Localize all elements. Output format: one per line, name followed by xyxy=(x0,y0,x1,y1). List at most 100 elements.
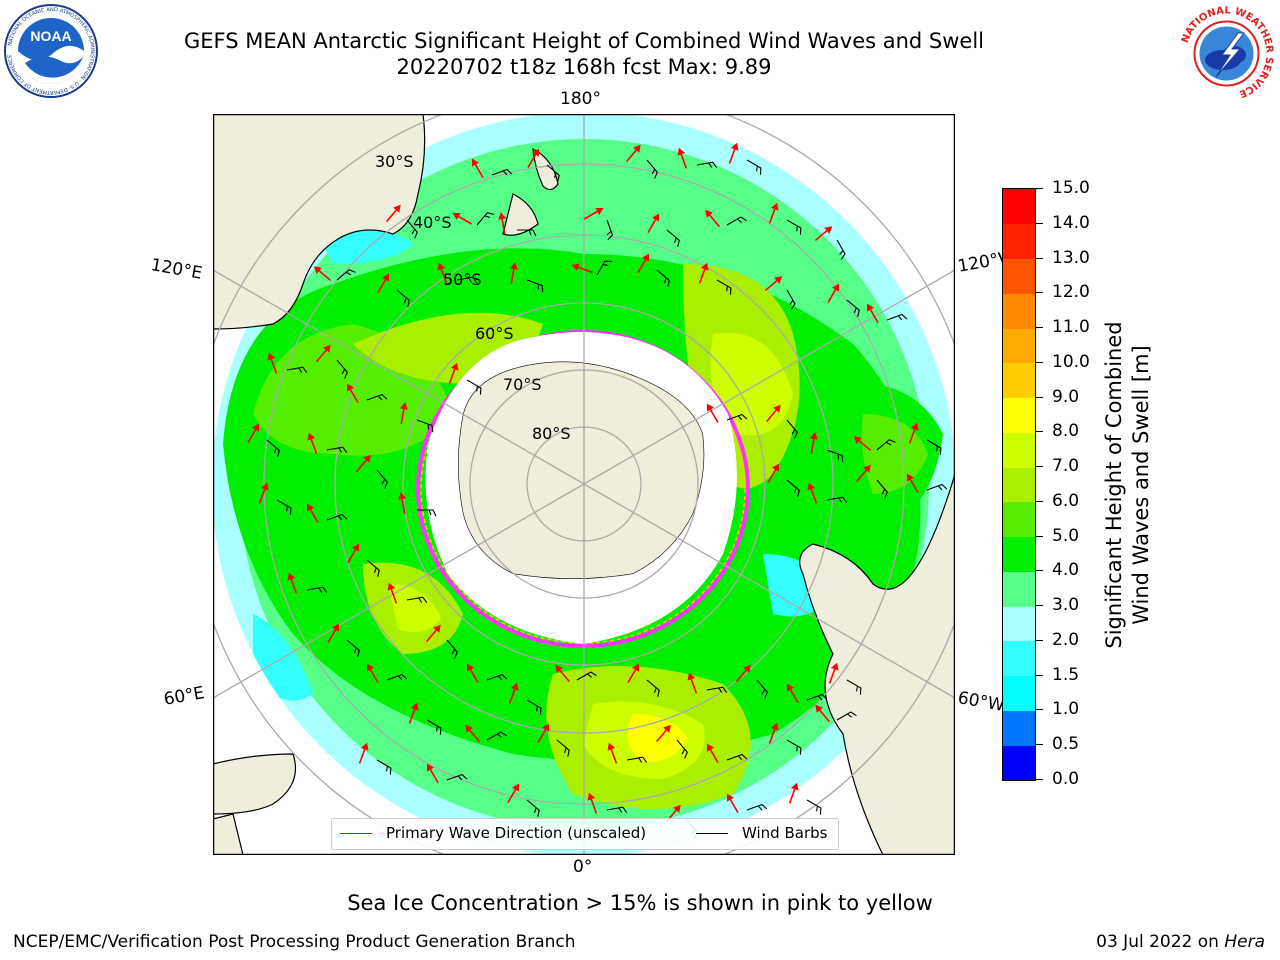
wind-barb-icon xyxy=(526,699,542,715)
wave-arrow-icon xyxy=(465,724,481,743)
africa-tip xyxy=(213,753,297,815)
colorbar-segment xyxy=(1003,258,1035,294)
wave-arrow-icon xyxy=(347,543,359,564)
colorbar-tick xyxy=(1035,674,1043,676)
colorbar-tick xyxy=(1035,396,1043,398)
colorbar-tick xyxy=(1035,361,1043,363)
wind-barb-icon xyxy=(786,289,796,310)
colorbar-tick-label: 12.0 xyxy=(1052,282,1090,303)
australia-landmass xyxy=(213,114,426,330)
wind-barb-icon xyxy=(376,759,392,775)
wave-direction-arrows xyxy=(247,142,948,839)
colorbar-tick xyxy=(1035,535,1043,537)
colorbar-segment xyxy=(1003,467,1035,503)
wind-barb-icon xyxy=(491,168,513,176)
wave-arrow-icon xyxy=(398,492,407,514)
colorbar-tick xyxy=(1035,222,1043,224)
wind-barb-icon xyxy=(786,419,798,439)
wave-arrow-icon xyxy=(853,436,872,452)
wave-arrow-icon xyxy=(467,663,479,684)
wind-barb-icon xyxy=(656,269,670,287)
wave-arrow-icon xyxy=(908,422,919,444)
wave-arrow-icon xyxy=(587,792,598,814)
wave-arrow-icon xyxy=(315,344,331,363)
wind-barb-icon xyxy=(456,276,478,283)
colorbar-segment xyxy=(1003,571,1035,607)
wave-arrow-icon xyxy=(698,262,709,284)
wind-barb-icon xyxy=(406,596,428,603)
wave-arrow-icon xyxy=(583,208,604,220)
wind-barb-icon xyxy=(846,299,860,317)
wind-barb-icon xyxy=(756,679,768,699)
new-zealand-south xyxy=(502,193,539,236)
wave-arrow-icon xyxy=(571,263,593,274)
wind-barb-icon xyxy=(466,379,482,395)
wind-barb-icon xyxy=(726,753,748,761)
lat-label-60s: 60°S xyxy=(475,324,514,343)
wind-barb-icon xyxy=(806,799,822,815)
wave-arrow-icon xyxy=(809,432,818,454)
wave-arrow-icon xyxy=(637,253,649,274)
colorbar-tick xyxy=(1035,570,1043,572)
legend-wind-barbs: Wind Barbs xyxy=(696,824,827,842)
lat-label-70s: 70°S xyxy=(503,375,542,394)
wind-barb-icon xyxy=(286,366,308,373)
wind-barb-icon xyxy=(446,773,468,781)
wave-arrow-icon xyxy=(768,722,779,744)
wind-barb-icon xyxy=(596,260,612,276)
lon-label-120e: 120°E xyxy=(149,255,204,284)
wind-barb-icon xyxy=(836,239,846,260)
wave-arrow-icon xyxy=(735,664,751,683)
wave-arrow-icon xyxy=(827,283,839,304)
wind-barb-icon xyxy=(406,219,418,239)
colorbar-segment xyxy=(1003,710,1035,746)
wind-barb-icon xyxy=(306,586,328,593)
colorbar-segment xyxy=(1003,397,1035,433)
wind-barb-icon xyxy=(486,673,508,681)
wave-arrow-icon xyxy=(367,663,379,684)
wave-arrow-icon xyxy=(815,704,831,723)
wind-barb-icon xyxy=(417,509,437,517)
sea-ice-area xyxy=(425,332,737,644)
wave-arrow-icon xyxy=(727,793,739,814)
wind-barb-icon xyxy=(366,393,388,401)
land-masses xyxy=(213,114,955,855)
lat-label-30s: 30°S xyxy=(375,152,414,171)
map-legend: Primary Wave Direction (unscaled) Wind B… xyxy=(331,818,839,850)
wind-barb-icon xyxy=(666,229,680,247)
wind-barb-icon xyxy=(476,212,494,226)
wind-barb-icon xyxy=(396,289,410,307)
chart-subtitle: 20220702 t18z 168h fcst Max: 9.89 xyxy=(396,55,772,79)
wind-barb-icon xyxy=(266,439,280,457)
wind-barb-icon xyxy=(326,446,348,453)
wave-arrow-icon xyxy=(707,403,719,424)
nws-logo: NATIONAL WEATHER SERVICE xyxy=(1179,5,1275,101)
wind-barb-icon xyxy=(806,693,828,701)
wind-barb-icon xyxy=(696,161,718,168)
wave-arrow-icon xyxy=(527,148,539,169)
colorbar-segment xyxy=(1003,293,1035,329)
wave-arrow-icon xyxy=(387,582,398,604)
wind-barb-icon xyxy=(876,439,896,451)
wave-arrow-icon xyxy=(787,683,799,704)
sea-ice-note: Sea Ice Concentration > 15% is shown in … xyxy=(347,891,933,915)
colorbar-tick-label: 4.0 xyxy=(1052,560,1080,581)
colorbar-segment xyxy=(1003,362,1035,399)
colorbar-segment xyxy=(1003,328,1035,364)
lon-label-60e: 60°E xyxy=(162,683,206,710)
wave-arrow-icon xyxy=(655,724,671,743)
colorbar-tick-label: 5.0 xyxy=(1052,525,1080,546)
wind-barb-icon xyxy=(546,164,560,182)
colorbar-tick-label: 11.0 xyxy=(1052,317,1090,338)
wave-arrow-icon xyxy=(498,212,507,234)
wind-barb-icon xyxy=(526,799,540,817)
wave-arrow-icon xyxy=(258,482,269,504)
wave-arrow-icon xyxy=(425,624,441,643)
polar-map xyxy=(213,114,955,855)
colorbar-tick xyxy=(1035,779,1043,780)
colorbar-tick-label: 3.0 xyxy=(1052,595,1080,616)
wave-arrow-icon xyxy=(765,404,781,423)
lon-label-0: 0° xyxy=(573,857,593,877)
lat-label-50s: 50°S xyxy=(443,270,482,289)
new-zealand-north xyxy=(532,147,559,191)
